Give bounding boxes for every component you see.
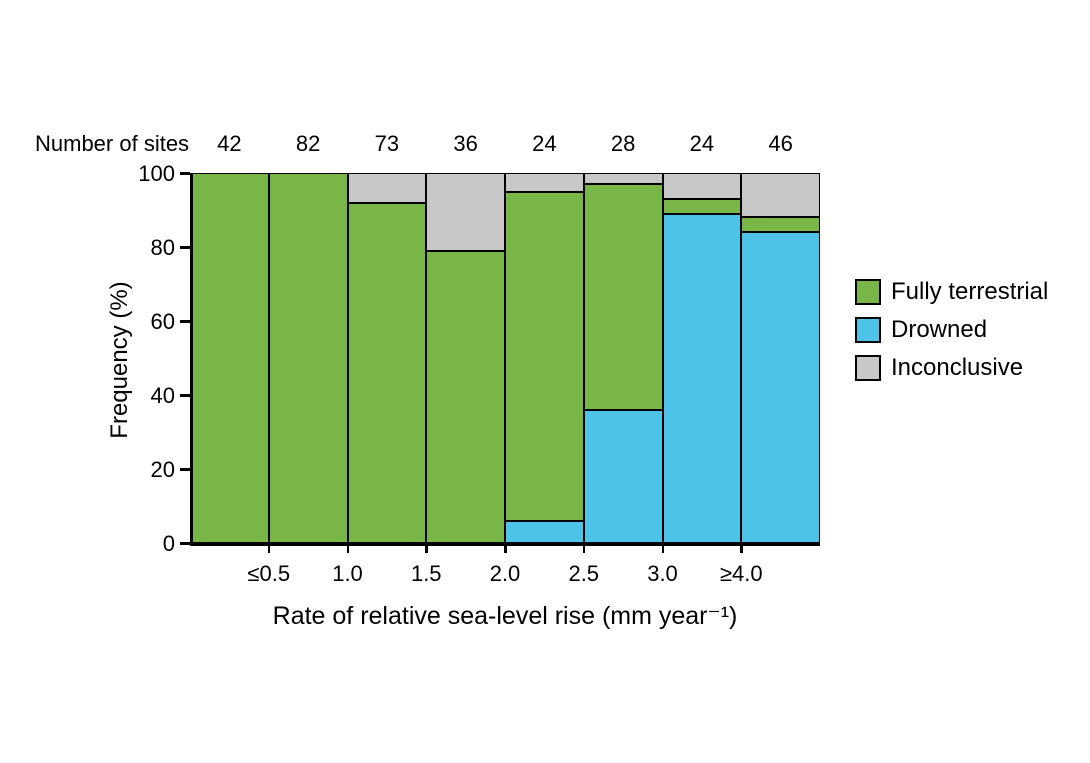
y-tick-label: 100: [130, 161, 175, 187]
x-tick: [268, 543, 271, 553]
x-tick: [504, 543, 507, 553]
y-axis-line: [190, 173, 193, 543]
header-value: 24: [519, 131, 569, 157]
bar-fully_terrestrial: [663, 199, 742, 214]
x-tick: [425, 543, 428, 553]
legend-label: Drowned: [891, 316, 987, 344]
bar-inconclusive: [741, 173, 820, 217]
legend-item: Inconclusive: [855, 354, 1048, 382]
y-tick-label: 80: [130, 235, 175, 261]
x-tick-label: 3.0: [628, 561, 698, 587]
y-tick-label: 60: [130, 309, 175, 335]
header-value: 42: [204, 131, 254, 157]
x-tick: [583, 543, 586, 553]
x-tick-label: ≤0.5: [234, 561, 304, 587]
y-tick: [180, 468, 190, 471]
header-value: 36: [441, 131, 491, 157]
y-tick: [180, 246, 190, 249]
header-label: Number of sites: [35, 131, 189, 157]
legend-item: Fully terrestrial: [855, 278, 1048, 306]
bar-inconclusive: [505, 173, 584, 192]
y-axis-label: Frequency (%): [106, 260, 134, 460]
bar-fully_terrestrial: [426, 251, 505, 543]
bar-inconclusive: [584, 173, 663, 184]
legend-swatch: [855, 279, 881, 305]
x-tick-label: 2.0: [470, 561, 540, 587]
bar-fully_terrestrial: [505, 192, 584, 521]
header-value: 82: [283, 131, 333, 157]
legend-label: Inconclusive: [891, 354, 1023, 382]
header-value: 46: [756, 131, 806, 157]
x-tick: [662, 543, 665, 553]
bar-inconclusive: [348, 173, 427, 203]
y-tick: [180, 320, 190, 323]
legend-label: Fully terrestrial: [891, 278, 1048, 306]
bar-inconclusive: [426, 173, 505, 251]
y-tick-label: 40: [130, 383, 175, 409]
bar-drowned: [741, 232, 820, 543]
y-tick: [180, 394, 190, 397]
x-tick-label: 1.5: [391, 561, 461, 587]
bar-drowned: [505, 521, 584, 543]
bar-fully_terrestrial: [584, 184, 663, 410]
legend-swatch: [855, 317, 881, 343]
bar-drowned: [663, 214, 742, 543]
x-tick: [740, 543, 743, 553]
bar-fully_terrestrial: [269, 173, 348, 543]
x-tick-label: 1.0: [313, 561, 383, 587]
header-value: 24: [677, 131, 727, 157]
x-tick-label: 2.5: [549, 561, 619, 587]
bar-fully_terrestrial: [348, 203, 427, 543]
bar-fully_terrestrial: [190, 173, 269, 543]
legend-swatch: [855, 355, 881, 381]
x-tick-label: ≥4.0: [706, 561, 776, 587]
bar-inconclusive: [663, 173, 742, 199]
legend-item: Drowned: [855, 316, 1048, 344]
x-axis-label: Rate of relative sea-level rise (mm year…: [255, 601, 755, 631]
legend: Fully terrestrial Drowned Inconclusive: [855, 278, 1048, 392]
y-tick: [180, 172, 190, 175]
y-tick: [180, 542, 190, 545]
chart-canvas: 0 20 40 60 80 100 ≤0.5 1.0 1.5 2.0 2.5 3.0 ≥4.0 Rate …: [0, 0, 1090, 763]
header-value: 28: [598, 131, 648, 157]
x-tick: [347, 543, 350, 553]
bar-drowned: [584, 410, 663, 543]
header-value: 73: [362, 131, 412, 157]
y-tick-label: 0: [130, 531, 175, 557]
y-tick-label: 20: [130, 457, 175, 483]
bar-fully_terrestrial: [741, 217, 820, 232]
